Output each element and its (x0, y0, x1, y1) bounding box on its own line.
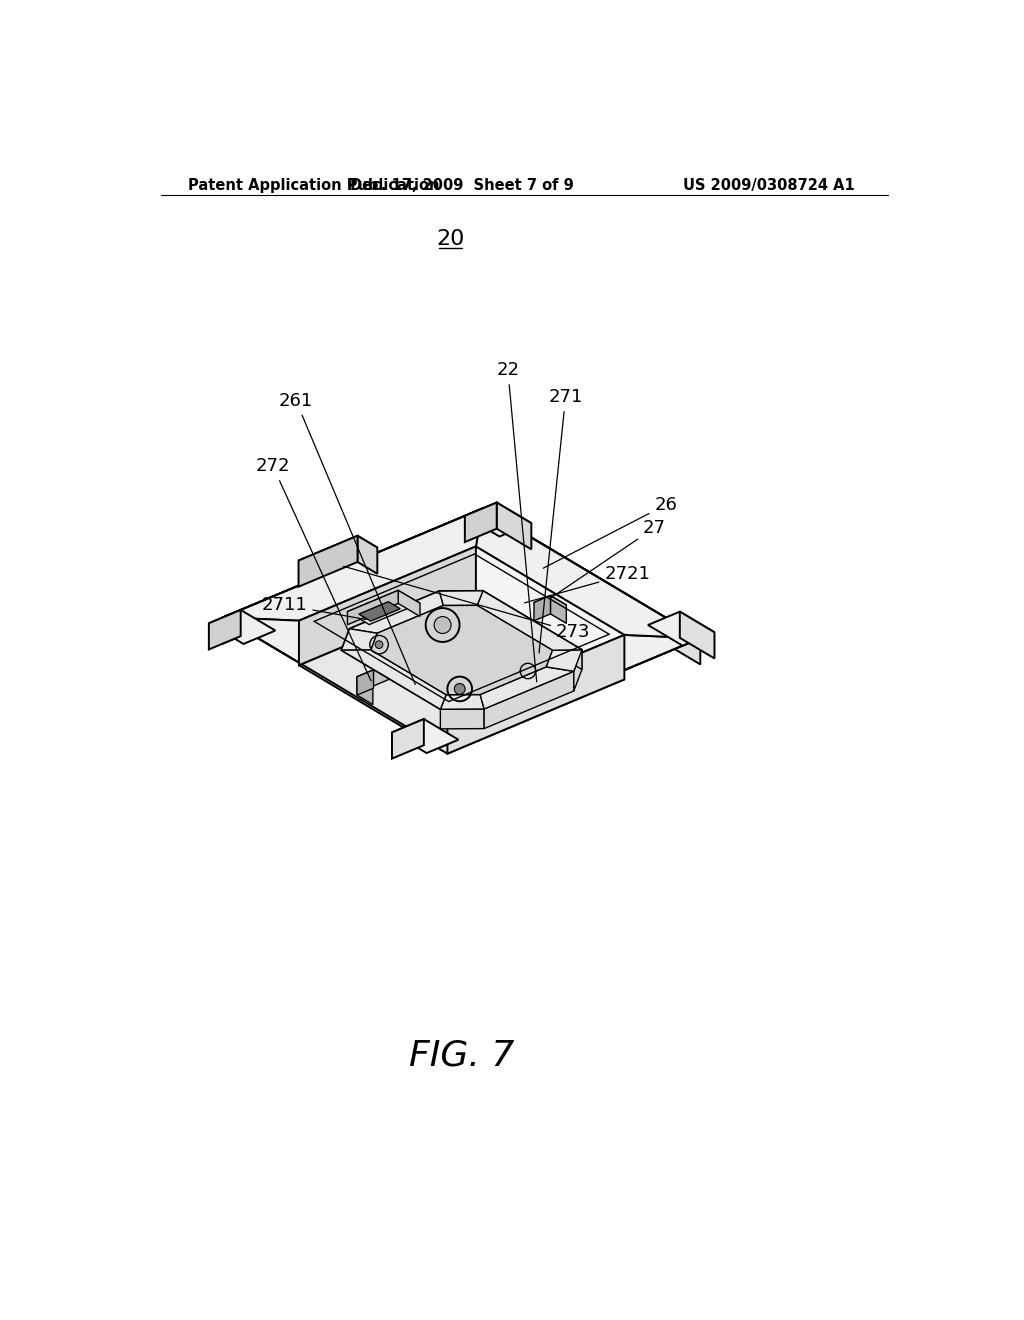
Polygon shape (371, 606, 552, 694)
Polygon shape (680, 611, 715, 659)
Polygon shape (392, 719, 424, 759)
Polygon shape (439, 591, 483, 611)
Polygon shape (392, 719, 459, 752)
Polygon shape (299, 591, 625, 754)
Polygon shape (209, 610, 241, 649)
Text: 271: 271 (539, 388, 583, 653)
Polygon shape (347, 590, 420, 624)
Text: US 2009/0308724 A1: US 2009/0308724 A1 (683, 178, 854, 193)
Polygon shape (440, 635, 700, 747)
Polygon shape (209, 610, 275, 644)
Circle shape (375, 640, 383, 648)
Polygon shape (223, 508, 482, 644)
Polygon shape (534, 595, 566, 612)
Polygon shape (648, 611, 715, 645)
Polygon shape (551, 595, 566, 623)
Polygon shape (299, 536, 377, 573)
Polygon shape (439, 591, 483, 606)
Text: 20: 20 (436, 230, 464, 249)
Polygon shape (573, 649, 582, 690)
Text: 261: 261 (279, 392, 416, 685)
Polygon shape (341, 591, 582, 709)
Polygon shape (476, 508, 700, 639)
Polygon shape (357, 669, 389, 686)
Polygon shape (347, 590, 398, 624)
Text: 27: 27 (551, 519, 666, 598)
Text: 2721: 2721 (524, 565, 650, 603)
Polygon shape (357, 677, 373, 705)
Polygon shape (357, 536, 377, 574)
Polygon shape (349, 591, 443, 634)
Text: FIG. 7: FIG. 7 (409, 1039, 514, 1072)
Polygon shape (398, 590, 420, 616)
Text: 273: 273 (343, 566, 591, 642)
Polygon shape (440, 694, 484, 709)
Polygon shape (341, 628, 377, 651)
Polygon shape (482, 508, 700, 664)
Polygon shape (483, 591, 582, 669)
Text: Patent Application Publication: Patent Application Publication (188, 178, 440, 193)
Text: 26: 26 (543, 496, 677, 568)
Polygon shape (223, 508, 700, 747)
Circle shape (455, 684, 465, 694)
Text: 22: 22 (497, 362, 537, 682)
Polygon shape (223, 508, 482, 620)
Polygon shape (358, 602, 400, 622)
Polygon shape (299, 536, 357, 586)
Polygon shape (341, 649, 446, 709)
Polygon shape (465, 503, 497, 543)
Text: 272: 272 (256, 458, 371, 681)
Polygon shape (357, 669, 374, 696)
Polygon shape (534, 595, 551, 620)
Polygon shape (546, 649, 582, 672)
Polygon shape (299, 546, 476, 665)
Polygon shape (223, 618, 447, 747)
Polygon shape (477, 591, 582, 651)
Polygon shape (480, 667, 573, 709)
Circle shape (434, 616, 452, 634)
Polygon shape (447, 635, 625, 754)
Polygon shape (440, 709, 484, 729)
Polygon shape (465, 503, 531, 536)
Text: Dec. 17, 2009  Sheet 7 of 9: Dec. 17, 2009 Sheet 7 of 9 (350, 178, 573, 193)
Polygon shape (497, 503, 531, 549)
Polygon shape (484, 672, 573, 729)
Text: 2711: 2711 (262, 597, 366, 619)
